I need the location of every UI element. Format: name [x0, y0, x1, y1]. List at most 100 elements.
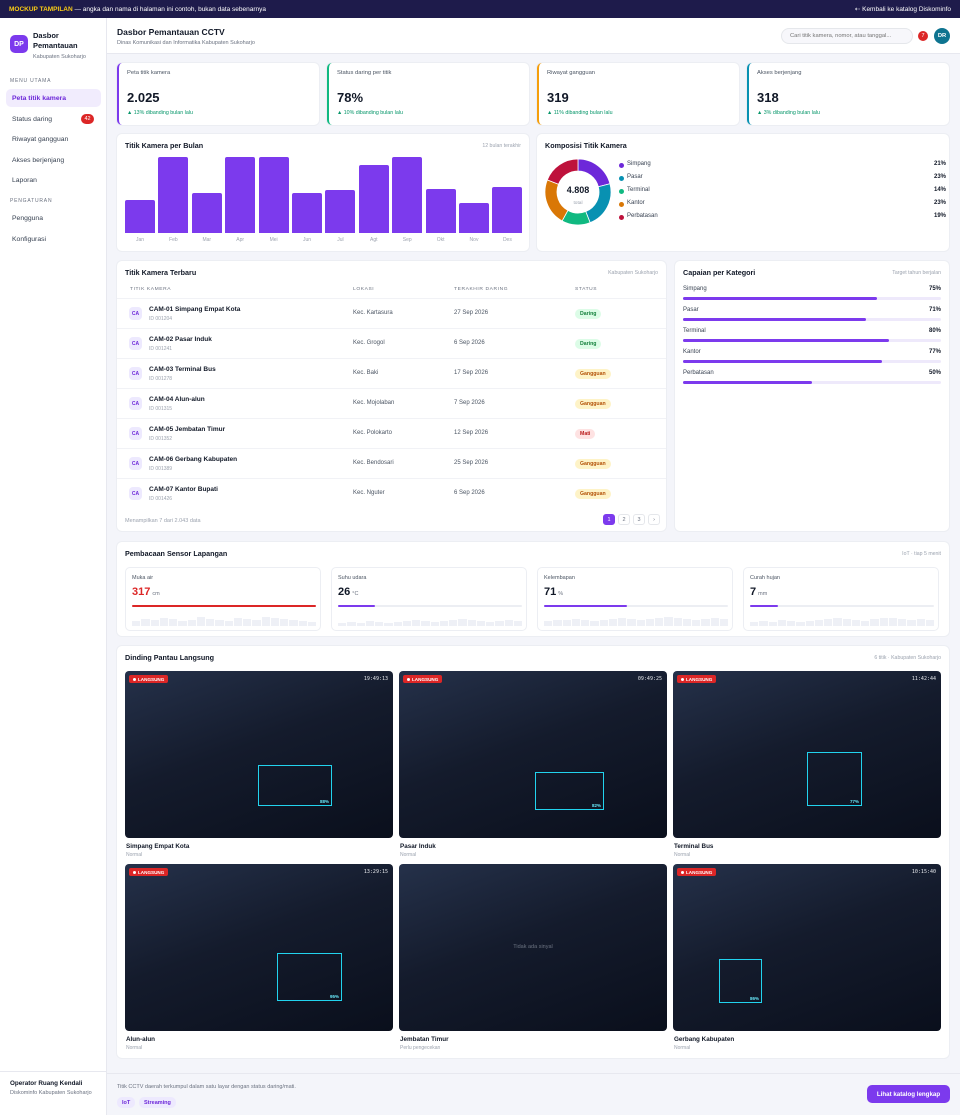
feed-timestamp: 13:29:15: [363, 869, 388, 875]
x-tick-label: Okt: [436, 237, 445, 243]
live-badge: LANGSUNG: [677, 675, 717, 683]
footer-note: Titik CCTV daerah terkumpul dalam satu l…: [117, 1084, 296, 1090]
camera-status: Normal: [126, 852, 143, 858]
video-feed[interactable]: LANGSUNG 10:15:40 86%: [673, 864, 941, 1031]
page-button-1[interactable]: 1: [603, 514, 615, 525]
x-tick-label: Feb: [169, 237, 178, 243]
donut-slice-simpang: [577, 158, 611, 188]
sidebar-item-pengguna[interactable]: Pengguna: [6, 209, 101, 227]
sparkline-bar: [356, 623, 365, 626]
legend-value: 23%: [933, 200, 946, 206]
donut-total: 4.808: [567, 185, 590, 195]
table-row[interactable]: CA CAM-01 Simpang Empat Kota ID 001204 Kec.…: [117, 298, 666, 328]
legend-swatch: [619, 189, 624, 194]
sensor-title: Pembacaan Sensor Lapangan: [125, 549, 228, 558]
donut-slice-kantor: [544, 179, 569, 222]
view-catalog-button[interactable]: Lihat katalog lengkap: [867, 1085, 950, 1103]
table-note: Kabupaten Sukoharjo: [608, 270, 658, 276]
legend-value: 14%: [933, 187, 946, 193]
video-feed[interactable]: LANGSUNG 19:49:13 88%: [125, 671, 393, 838]
camera-name: CAM-07 Kantor Bupati: [149, 486, 218, 493]
sidebar-item-riwayat-gangguan[interactable]: Riwayat gangguan: [6, 130, 101, 148]
sparkline-bar: [365, 621, 374, 626]
camera-name: Terminal Bus: [674, 843, 714, 850]
last-online-date: 6 Sep 2026: [454, 490, 485, 496]
legend-label: Simpang: [627, 161, 651, 167]
table-row[interactable]: CA CAM-07 Kantor Bupati ID 001426 Kec. Ngut…: [117, 478, 666, 508]
sparkline-bar: [581, 620, 590, 626]
sparkline-bar: [805, 621, 814, 626]
sparkline-bar: [412, 620, 421, 626]
page-button-3[interactable]: 3: [633, 514, 645, 525]
last-online-date: 25 Sep 2026: [454, 460, 489, 466]
sidebar-item-konfigurasi[interactable]: Konfigurasi: [6, 230, 101, 248]
sensor-label: Kelembapan: [544, 575, 575, 581]
x-tick-label: Jan: [135, 237, 145, 243]
avatar[interactable]: DR: [934, 28, 950, 44]
sensor-label: Suhu udara: [338, 575, 367, 581]
back-to-catalog-link[interactable]: ⇠ Kembali ke katalog Diskominfo: [854, 6, 951, 13]
sparkline-bar: [298, 621, 307, 626]
sidebar-item-status-daring[interactable]: Status daring 42: [6, 110, 101, 128]
bar-jan: [125, 199, 155, 233]
bar-jun: [292, 193, 322, 233]
sidebar-item-label: Konfigurasi: [12, 235, 47, 243]
sensor-value: 7: [750, 586, 757, 598]
bar-jul: [325, 190, 356, 233]
sensor-card: Pembacaan Sensor Lapangan IoT · tiap 5 m…: [117, 542, 949, 636]
live-wall-card: Dinding Pantau Langsung 6 titik · Kabupa…: [117, 646, 949, 1058]
sidebar-item-akses-berjenjang[interactable]: Akses berjenjang: [6, 151, 101, 169]
progress-track: [683, 381, 941, 384]
x-tick-label: Jul: [337, 237, 344, 243]
camera-id: ID 001426: [149, 496, 173, 502]
sparkline-bar: [421, 621, 430, 626]
kpi-value: 78%: [337, 90, 364, 105]
camera-name: CAM-01 Simpang Empat Kota: [149, 306, 241, 313]
table-row[interactable]: CA CAM-03 Terminal Bus ID 001278 Kec. Baki 1…: [117, 358, 666, 388]
legend-value: 19%: [933, 213, 946, 219]
legend-item-pasar: Pasar 23%: [619, 173, 946, 185]
sparkline-bar: [307, 622, 316, 626]
sparkline-bar: [692, 620, 701, 626]
sparkline-bar: [252, 620, 261, 626]
notification-badge[interactable]: 7: [918, 31, 928, 41]
x-tick-label: Agt: [370, 237, 378, 243]
kpi-delta: ▲ 10% dibanding bulan lalu: [337, 110, 403, 116]
video-feed[interactable]: LANGSUNG 09:49:25 82%: [399, 671, 667, 838]
sensor-value: 317: [132, 586, 151, 598]
sensor-sparkline: [750, 613, 934, 626]
sparkline-bar: [916, 619, 925, 626]
detection-box: 86%: [719, 959, 762, 1003]
sparkline-bar: [544, 621, 553, 626]
kpi-delta: ▲ 3% dibanding bulan lalu: [757, 110, 820, 116]
sparkline-bar: [338, 623, 347, 626]
next-page-button[interactable]: ›: [648, 514, 660, 525]
table-row[interactable]: CA CAM-02 Pasar Induk ID 001241 Kec. Grogol…: [117, 328, 666, 358]
sidebar-item-peta-titik-kamera[interactable]: Peta titik kamera: [6, 89, 101, 107]
table-row[interactable]: CA CAM-04 Alun-alun ID 001315 Kec. Mojolaba…: [117, 388, 666, 418]
camera-id: ID 001315: [149, 406, 173, 412]
table-row[interactable]: CA CAM-06 Gerbang Kabupaten ID 001389 Kec. …: [117, 448, 666, 478]
video-feed[interactable]: LANGSUNG 11:42:44 77%: [673, 671, 941, 838]
sparkline-bar: [384, 623, 393, 626]
legend-swatch: [619, 215, 624, 220]
legend-label: Terminal: [627, 187, 650, 193]
camera-location: Kec. Bendosari: [353, 460, 394, 466]
legend-label: Perbatasan: [627, 213, 658, 219]
progress-track: [683, 297, 941, 300]
legend-item-kantor: Kantor 23%: [619, 199, 946, 211]
page-button-2[interactable]: 2: [618, 514, 630, 525]
sensor-curah-hujan: Curah hujan 7 mm: [743, 567, 939, 631]
sidebar-item-label: Peta titik kamera: [12, 94, 67, 102]
kpi-card-status-daring-per-titik: Status daring per titik 78% ▲ 10% dibandin…: [327, 63, 529, 125]
status-badge: Gangguan: [575, 369, 611, 379]
video-feed[interactable]: Tidak ada sinyal: [399, 864, 667, 1031]
search-input[interactable]: [781, 28, 913, 44]
feed-timestamp: 09:49:25: [637, 676, 662, 682]
chart-title: Titik Kamera per Bulan: [125, 141, 204, 150]
sidebar-item-laporan[interactable]: Laporan: [6, 171, 101, 189]
table-row[interactable]: CA CAM-05 Jembatan Timur ID 001352 Kec. Pol…: [117, 418, 666, 448]
video-feed[interactable]: LANGSUNG 13:29:15 95%: [125, 864, 393, 1031]
legend-label: Pasar: [627, 174, 643, 180]
camera-status: Normal: [126, 1045, 143, 1051]
